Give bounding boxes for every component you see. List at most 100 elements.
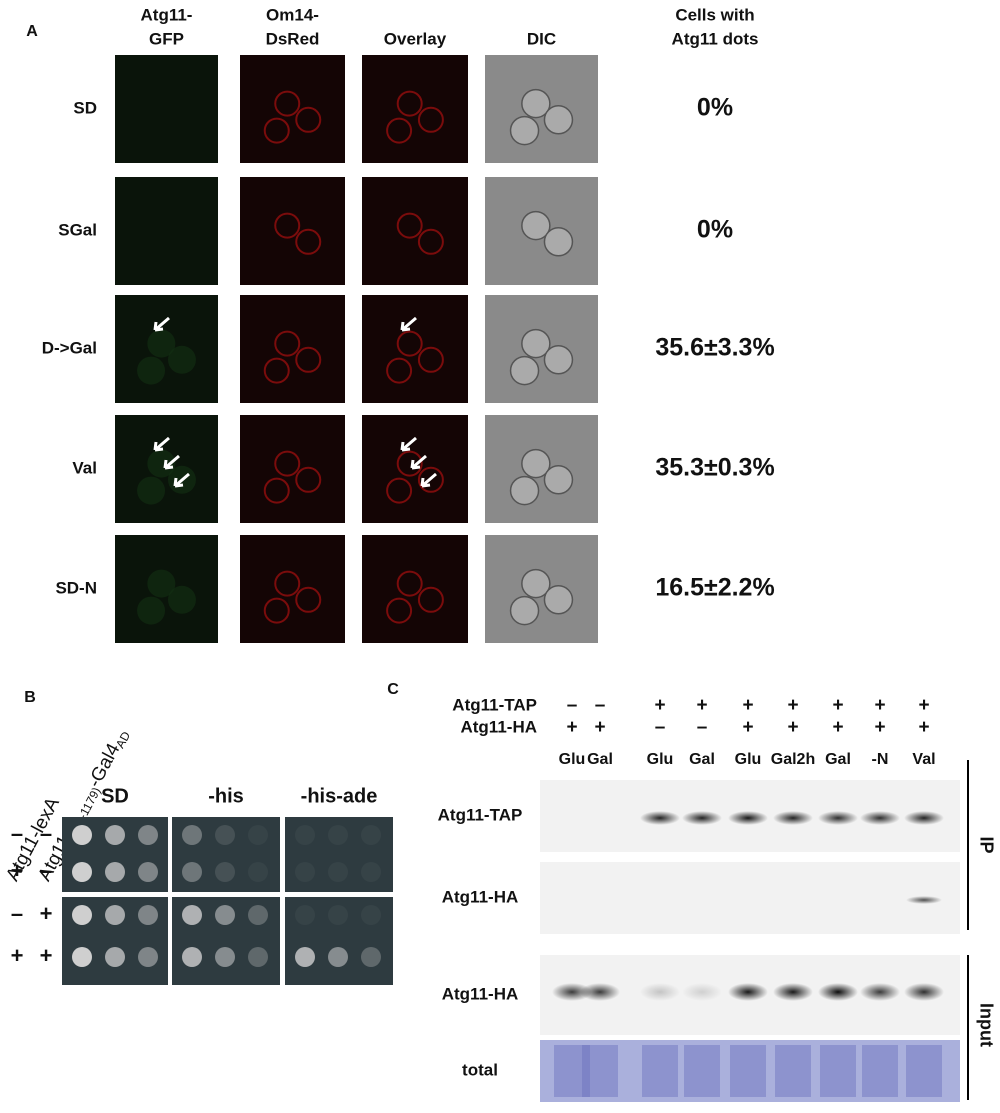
construct-sign: – xyxy=(595,695,606,716)
lane-label: Val xyxy=(912,751,935,768)
row-label: SGal xyxy=(58,220,97,239)
band xyxy=(682,811,722,825)
micrograph xyxy=(362,295,468,403)
colony-spot xyxy=(72,947,92,967)
column-header: GFP xyxy=(149,29,184,48)
cell xyxy=(543,465,574,495)
cell xyxy=(543,227,574,257)
band xyxy=(640,811,680,825)
plate xyxy=(172,817,280,892)
colony-spot xyxy=(72,862,92,882)
genotype-sign: – xyxy=(40,821,52,846)
blot-label: Atg11-HA xyxy=(442,984,519,1003)
cell xyxy=(521,568,551,599)
cell xyxy=(521,88,551,119)
panel-label: C xyxy=(387,681,399,698)
cell xyxy=(543,585,574,615)
lane-label: Glu xyxy=(735,751,762,768)
cell xyxy=(396,330,423,357)
construct-sign: + xyxy=(654,695,665,716)
cell xyxy=(263,477,290,504)
genotype-sign: – xyxy=(11,821,23,846)
colony-spot xyxy=(328,905,348,925)
colony-spot xyxy=(295,947,315,967)
arrow xyxy=(153,436,170,452)
construct-label: Atg11-HA xyxy=(460,717,537,736)
cell xyxy=(417,466,444,493)
cell xyxy=(295,106,322,133)
cell xyxy=(509,115,540,146)
colony-spot xyxy=(215,905,235,925)
column-header: DsRed xyxy=(266,29,320,48)
colony-spot xyxy=(138,825,158,845)
colony-spot xyxy=(361,947,381,967)
cell xyxy=(509,355,540,386)
colony-spot xyxy=(138,947,158,967)
cell xyxy=(137,476,166,505)
cell xyxy=(295,466,322,493)
colony-spot xyxy=(182,825,202,845)
arrow xyxy=(410,454,427,470)
blot xyxy=(540,1040,960,1102)
lane-label: Gal2h xyxy=(771,751,815,768)
colony-spot xyxy=(182,947,202,967)
cell xyxy=(396,450,423,477)
cell xyxy=(263,117,290,144)
cell xyxy=(386,477,413,504)
row-label: D->Gal xyxy=(42,338,97,357)
construct-sign: + xyxy=(696,695,707,716)
arrow xyxy=(400,436,417,452)
lane-stain xyxy=(730,1045,766,1097)
lane-stain xyxy=(906,1045,942,1097)
arrow xyxy=(153,316,170,332)
plate xyxy=(285,897,393,985)
lane-stain xyxy=(582,1045,618,1097)
cell xyxy=(274,570,301,597)
result-value: 16.5±2.2% xyxy=(655,574,774,602)
lane-stain xyxy=(684,1045,720,1097)
band xyxy=(818,983,858,1001)
arrow xyxy=(400,316,417,332)
row-label: SD-N xyxy=(55,578,97,597)
colony-spot xyxy=(215,947,235,967)
lane-label: Gal xyxy=(587,751,613,768)
row-label: SD xyxy=(73,98,97,117)
lane-stain xyxy=(554,1045,590,1097)
result-value: 0% xyxy=(697,94,733,122)
lane-stain xyxy=(642,1045,678,1097)
construct-sign: + xyxy=(787,717,798,738)
cell xyxy=(274,90,301,117)
column-header: DIC xyxy=(527,29,556,48)
genotype-sign: + xyxy=(11,858,24,883)
micrograph xyxy=(115,177,218,285)
construct-sign: + xyxy=(832,695,843,716)
cell xyxy=(147,329,176,358)
arrow xyxy=(420,472,437,488)
colony-spot xyxy=(215,862,235,882)
colony-spot xyxy=(138,905,158,925)
medium-label: -his-ade xyxy=(301,785,378,807)
lane-stain xyxy=(820,1045,856,1097)
cell xyxy=(147,569,176,598)
construct-sign: – xyxy=(655,717,666,738)
row-label: Val xyxy=(72,458,97,477)
colony-spot xyxy=(105,825,125,845)
colony-spot xyxy=(328,862,348,882)
micrograph xyxy=(240,295,345,403)
cell xyxy=(543,345,574,375)
blot-label: Atg11-HA xyxy=(442,887,519,906)
plate xyxy=(285,817,393,892)
construct-sign: + xyxy=(742,695,753,716)
cell xyxy=(137,596,166,625)
construct-sign: + xyxy=(874,717,885,738)
cell xyxy=(295,346,322,373)
genotype-sign: – xyxy=(11,901,23,926)
construct-sign: – xyxy=(697,717,708,738)
colony-spot xyxy=(361,905,381,925)
cell xyxy=(167,585,196,614)
band xyxy=(818,811,858,825)
colony-spot xyxy=(328,947,348,967)
blot xyxy=(540,862,960,934)
cell xyxy=(521,210,551,241)
arrow xyxy=(163,454,180,470)
